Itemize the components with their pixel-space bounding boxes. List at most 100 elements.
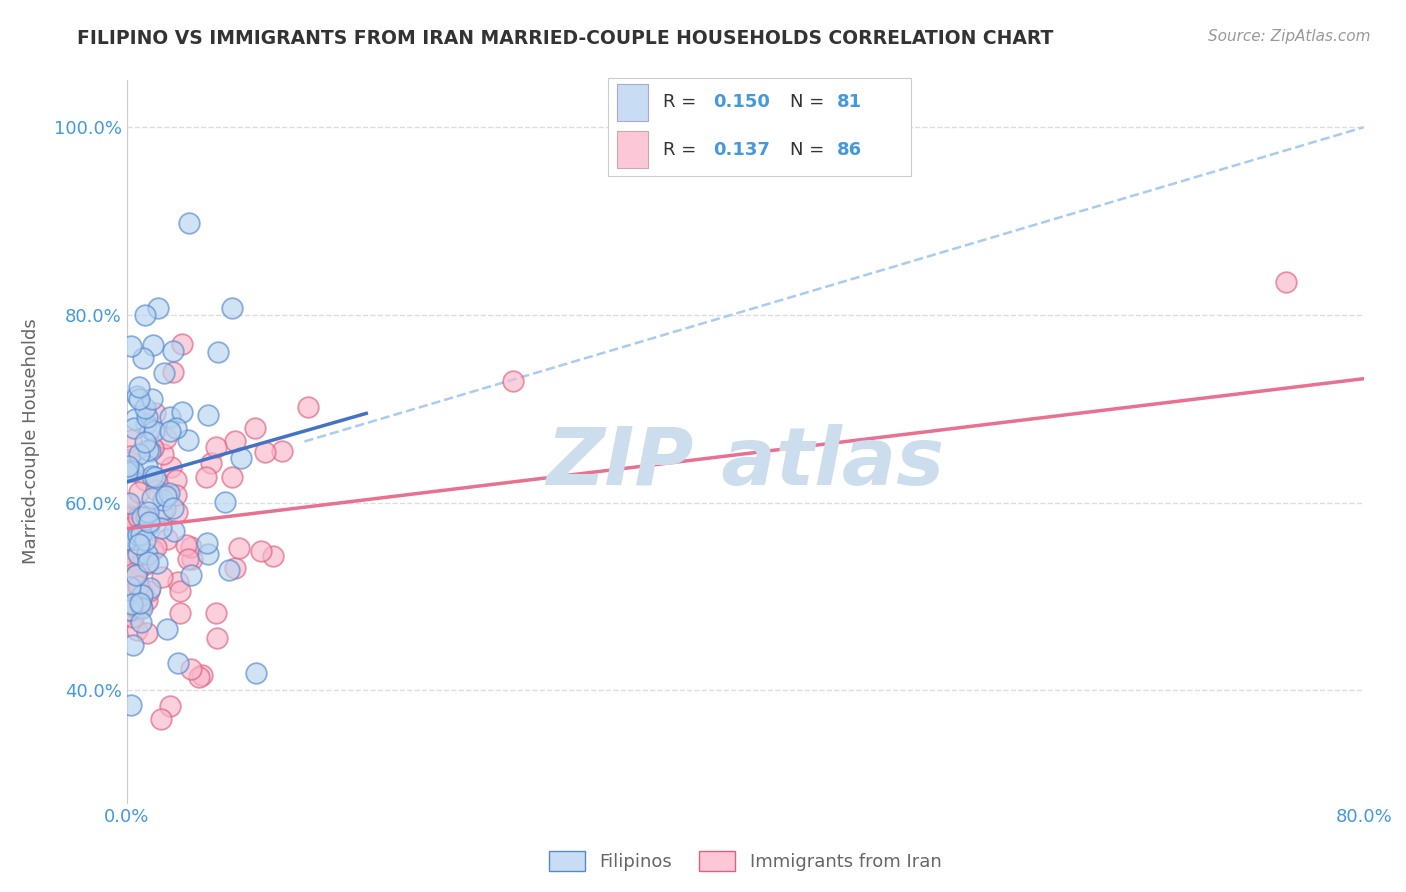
Point	[149, 712, 172, 726]
Point	[207, 345, 229, 359]
Point	[271, 444, 294, 458]
Point	[229, 451, 252, 466]
Point	[124, 421, 146, 435]
Point	[297, 400, 319, 414]
Point	[128, 484, 150, 499]
Point	[128, 392, 150, 407]
Point	[152, 493, 174, 508]
Point	[253, 445, 276, 459]
Point	[122, 610, 145, 624]
Point	[160, 459, 183, 474]
Point	[115, 496, 138, 510]
Point	[136, 505, 159, 519]
Point	[121, 638, 143, 652]
Point	[141, 392, 163, 407]
Point	[152, 447, 174, 461]
Point	[224, 561, 246, 575]
Point	[128, 583, 150, 598]
Point	[128, 512, 150, 526]
Point	[129, 615, 152, 629]
Point	[1275, 275, 1298, 289]
Point	[115, 552, 138, 566]
Point	[135, 509, 157, 524]
Point	[118, 520, 141, 534]
Point	[153, 366, 176, 380]
Point	[165, 420, 187, 434]
Point	[118, 455, 141, 469]
Point	[138, 515, 160, 529]
Point	[118, 449, 141, 463]
Point	[135, 417, 157, 432]
Point	[132, 550, 155, 565]
Point	[159, 410, 181, 425]
Text: N =: N =	[790, 141, 830, 159]
Point	[221, 470, 243, 484]
Point	[122, 553, 145, 567]
Point	[169, 606, 191, 620]
Point	[115, 466, 138, 480]
Point	[142, 338, 165, 352]
Legend: Filipinos, Immigrants from Iran: Filipinos, Immigrants from Iran	[540, 841, 950, 880]
Point	[156, 488, 179, 502]
Text: Source: ZipAtlas.com: Source: ZipAtlas.com	[1208, 29, 1371, 44]
Point	[162, 366, 184, 380]
Point	[156, 533, 179, 547]
Point	[228, 541, 250, 555]
Point	[197, 408, 219, 422]
Point	[150, 504, 173, 518]
Point	[132, 586, 155, 600]
Point	[155, 489, 177, 503]
Text: R =: R =	[664, 94, 703, 112]
Point	[136, 409, 159, 424]
Point	[177, 552, 200, 566]
Point	[118, 496, 141, 510]
Point	[124, 568, 146, 582]
Point	[117, 461, 139, 475]
Point	[145, 540, 167, 554]
Point	[250, 544, 273, 558]
Point	[200, 456, 222, 470]
Point	[121, 596, 143, 610]
Point	[204, 606, 226, 620]
Point	[132, 351, 155, 366]
Point	[502, 374, 524, 388]
Point	[162, 500, 184, 515]
Point	[127, 527, 149, 541]
Point	[127, 509, 149, 524]
Point	[117, 532, 139, 546]
Point	[142, 441, 165, 455]
Point	[245, 421, 267, 435]
Point	[174, 538, 197, 552]
Point	[165, 473, 187, 487]
Point	[141, 469, 163, 483]
Point	[127, 389, 149, 403]
Point	[141, 491, 163, 505]
Point	[179, 215, 201, 229]
Point	[128, 596, 150, 610]
Point	[120, 603, 142, 617]
Point	[136, 547, 159, 561]
Point	[138, 581, 160, 595]
Point	[122, 566, 145, 580]
Point	[122, 599, 145, 613]
Point	[128, 537, 150, 551]
Point	[180, 540, 202, 554]
Point	[169, 584, 191, 599]
Point	[115, 510, 138, 524]
Point	[120, 698, 142, 712]
Bar	[617, 131, 648, 168]
Point	[262, 549, 284, 564]
Point	[142, 543, 165, 558]
Point	[245, 666, 267, 681]
Text: N =: N =	[790, 94, 830, 112]
Point	[131, 510, 153, 524]
Point	[214, 495, 236, 509]
Point	[127, 536, 149, 550]
Point	[191, 667, 214, 681]
Point	[136, 459, 159, 474]
Point	[125, 568, 148, 582]
Point	[142, 441, 165, 455]
Point	[131, 601, 153, 615]
Y-axis label: Married-couple Households: Married-couple Households	[21, 318, 39, 565]
Point	[118, 508, 141, 522]
